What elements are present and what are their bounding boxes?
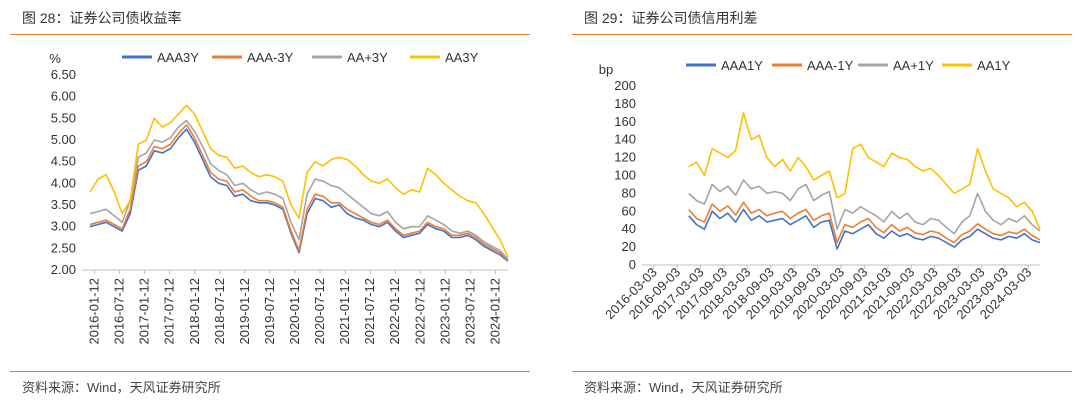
y-tick-label: 3.00 [51, 219, 76, 234]
x-tick-label: 2018-01-12 [187, 278, 202, 345]
series-line-aaa-1y [688, 201, 1041, 244]
series-line-aa3y [89, 104, 509, 258]
x-tick-label: 2020-01-12 [287, 278, 302, 345]
panel-yield: 图 28：证券公司债收益率 % 2.00 2.50 3.00 3.50 4.00 4.50 5… [10, 10, 530, 395]
x-tick-label: 2018-07-12 [212, 278, 227, 345]
legend-label: AA3Y [445, 50, 479, 65]
source-rule [572, 371, 1072, 372]
series-line-aa-1y [688, 179, 1041, 235]
x-tick-label: 2016-01-12 [87, 278, 102, 345]
series-line-aaa-3y [89, 124, 509, 262]
x-tick-label: 2021-01-12 [337, 278, 352, 345]
legend-label: AA1Y [977, 58, 1011, 73]
legend-label: AAA1Y [721, 58, 763, 73]
x-tick-label: 2017-01-12 [137, 278, 152, 345]
y-tick-label: 20 [622, 239, 636, 254]
y-tick-label: 2.50 [51, 240, 76, 255]
legend-label: AAA3Y [157, 50, 199, 65]
y-tick-label: 40 [622, 221, 636, 236]
source-rule [10, 371, 530, 372]
y-tick-label: 4.00 [51, 175, 76, 190]
y-tick-label: 6.50 [51, 67, 76, 82]
spread-chart: bp0204060801001201401601802002016-03-032… [599, 58, 1041, 322]
series-line-aa1y [688, 112, 1041, 230]
y-tick-label: 5.00 [51, 132, 76, 147]
y-tick-label: 100 [614, 168, 636, 183]
figure-title: 图 29：证券公司债信用利差 [584, 10, 758, 26]
x-tick-label: 2022-01-12 [387, 278, 402, 345]
y-tick-label: 120 [614, 150, 636, 165]
x-tick-label: 2020-07-12 [312, 278, 327, 345]
source-note: 资料来源：Wind，天风证券研究所 [22, 380, 221, 395]
y-tick-label: 5.50 [51, 110, 76, 125]
y-tick-label: 4.50 [51, 154, 76, 169]
y-axis-unit: bp [599, 62, 613, 77]
legend-label: AAA-1Y [807, 58, 854, 73]
legend-label: AA+3Y [347, 50, 388, 65]
x-tick-label: 2019-07-12 [262, 278, 277, 345]
y-tick-label: 6.00 [51, 89, 76, 104]
x-tick-label: 2017-07-12 [162, 278, 177, 345]
figure-title: 图 28：证券公司债收益率 [22, 10, 182, 26]
series-line-aa-3y [89, 119, 509, 260]
y-tick-label: 180 [614, 96, 636, 111]
x-tick-label: 2023-07-12 [462, 278, 477, 345]
x-tick-label: 2024-01-12 [487, 278, 502, 345]
y-tick-label: 160 [614, 114, 636, 129]
y-tick-label: 80 [622, 185, 636, 200]
source-note: 资料来源：Wind，天风证券研究所 [584, 380, 783, 395]
x-tick-label: 2021-07-12 [362, 278, 377, 345]
x-tick-label: 2016-07-12 [112, 278, 127, 345]
y-axis-unit: % [49, 51, 61, 66]
series-line-aaa1y [688, 208, 1041, 250]
y-tick-label: 60 [622, 203, 636, 218]
title-rule [10, 34, 530, 35]
yield-chart: % 2.00 2.50 3.00 3.50 4.00 4.50 5.00 5.50 6.00 6.5… [49, 50, 509, 345]
y-tick-label: 140 [614, 132, 636, 147]
title-rule [572, 34, 1072, 35]
series-line-aaa3y [89, 128, 509, 262]
y-tick-label: 3.50 [51, 197, 76, 212]
legend-label: AA+1Y [893, 58, 934, 73]
legend-label: AAA-3Y [247, 50, 294, 65]
y-tick-label: 200 [614, 78, 636, 93]
y-tick-label: 2.00 [51, 262, 76, 277]
panel-spread: 图 29：证券公司债信用利差 bp 0 20 40 60 80 100 120 140 160 18… [562, 0, 1080, 404]
x-tick-label: 2019-01-12 [237, 278, 252, 345]
x-tick-label: 2023-01-12 [437, 278, 452, 345]
x-tick-label: 2022-07-12 [412, 278, 427, 345]
y-tick-label: 0 [629, 257, 636, 272]
